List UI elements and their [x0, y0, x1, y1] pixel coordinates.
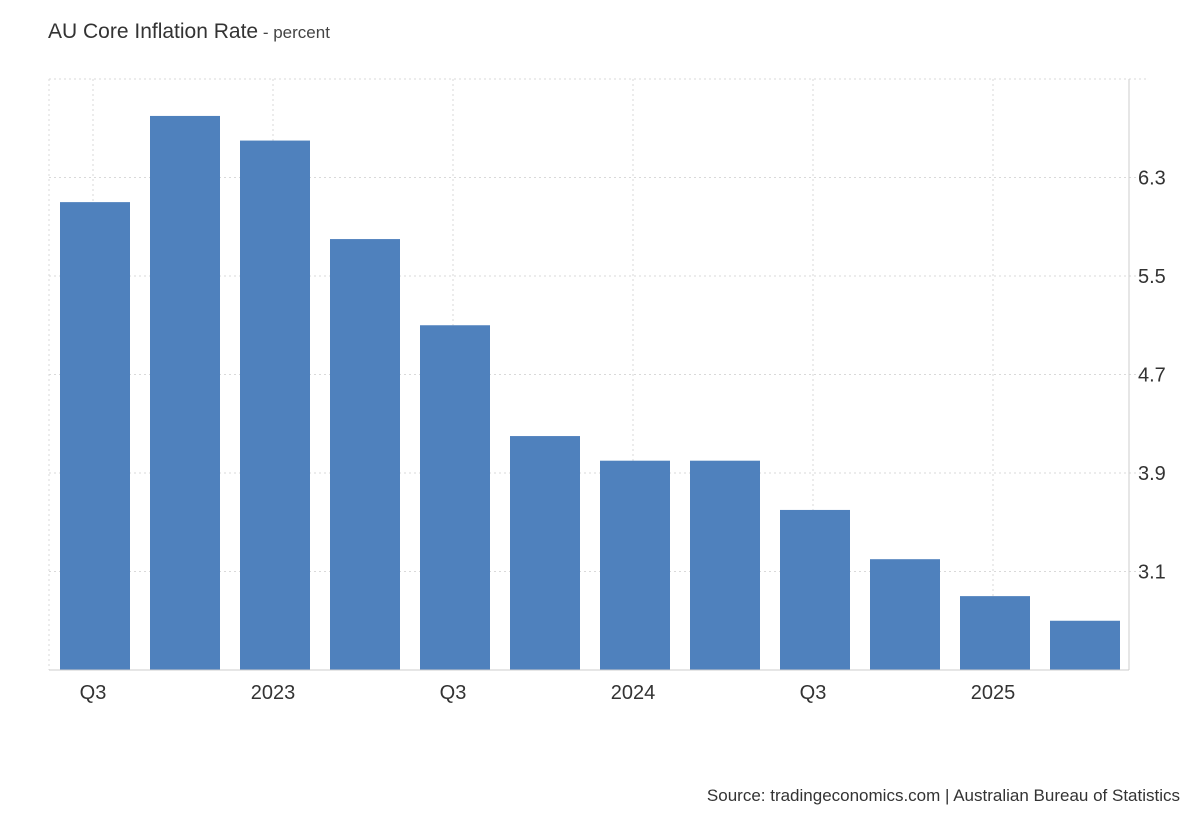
bar-6 [510, 436, 580, 670]
title-separator: - [258, 23, 274, 42]
chart-title-row: AU Core Inflation Rate - percent [48, 20, 330, 44]
bar-10 [870, 559, 940, 670]
label-layer: 3.1 3.9 4.7 5.5 6.3 Q3 2023 Q3 2024 Q3 2025 [80, 168, 1166, 705]
x-tick-label: Q3 [80, 682, 107, 704]
bar-11 [960, 596, 1030, 670]
x-tick-label: 2025 [971, 682, 1016, 704]
y-tick-label: 3.1 [1138, 562, 1166, 584]
x-tick-label: 2024 [611, 682, 656, 704]
x-tick-label: 2023 [251, 682, 296, 704]
y-tick-label: 4.7 [1138, 365, 1166, 387]
y-tick-label: 3.9 [1138, 463, 1166, 485]
x-tick-label: Q3 [440, 682, 467, 704]
bar-2 [150, 115, 220, 670]
bar-layer [60, 115, 1120, 670]
axis-layer [49, 79, 1130, 671]
bar-4 [330, 239, 400, 670]
chart-subtitle: percent [273, 23, 330, 42]
x-tick-label: Q3 [800, 682, 827, 704]
bar-3 [240, 140, 310, 670]
y-tick-label: 6.3 [1138, 168, 1166, 190]
bar-9 [780, 509, 850, 670]
bar-7 [600, 460, 670, 670]
bar-1 [60, 202, 130, 670]
bar-12 [1050, 620, 1120, 670]
chart-title: AU Core Inflation Rate [48, 20, 259, 43]
bar-8 [690, 460, 760, 670]
bar-5 [420, 325, 490, 670]
source-note: Source: tradingeconomics.com | Australia… [706, 786, 1180, 805]
y-tick-label: 5.5 [1138, 266, 1166, 288]
